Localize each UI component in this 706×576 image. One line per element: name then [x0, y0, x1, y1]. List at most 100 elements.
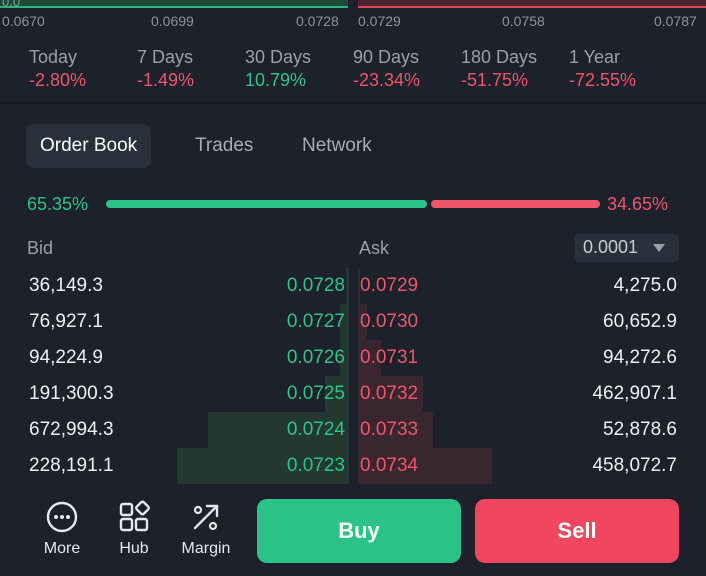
- ask-price: 0.0731: [360, 347, 419, 368]
- perf-label: 90 Days: [353, 47, 420, 67]
- bid-price: 0.0725: [286, 383, 345, 404]
- ask-depth-bar: [358, 340, 381, 376]
- tab-network[interactable]: Network: [302, 135, 372, 156]
- hub-icon: [119, 500, 150, 532]
- perf-value: -23.34%: [353, 70, 421, 90]
- bid-quantity: 76,927.1: [29, 311, 103, 332]
- perf-value: -1.49%: [137, 70, 195, 90]
- precision-value: 0.0001: [583, 237, 639, 257]
- nav-label: Hub: [119, 540, 149, 557]
- ask-quantity: 94,272.6: [603, 347, 677, 368]
- section-divider: [0, 102, 706, 104]
- depth-bid-area: [0, 0, 348, 6]
- bid-quantity: 94,224.9: [29, 347, 103, 368]
- perf-label: Today: [29, 47, 78, 67]
- nav-more[interactable]: More: [26, 494, 98, 564]
- ask-quantity: 60,652.9: [603, 311, 677, 332]
- ask-quantity: 52,878.6: [603, 419, 677, 440]
- bid-depth-bar: [325, 376, 349, 412]
- bid-depth-bar: [177, 448, 349, 484]
- order-book-row[interactable]: 36,149.3 0.0728 0.0729 4,275.0: [0, 268, 706, 304]
- ask-depth-bar: [358, 412, 433, 448]
- performance-summary: Today -2.80% 7 Days -1.49% 30 Days 10.79…: [0, 46, 706, 102]
- perf-90-days: 90 Days -23.34%: [353, 46, 420, 92]
- order-book-row[interactable]: 94,224.9 0.0726 0.0731 94,272.6: [0, 340, 706, 376]
- bid-ratio-bar: [106, 200, 427, 208]
- perf-180-days: 180 Days -51.75%: [461, 46, 537, 92]
- more-icon: [46, 501, 78, 533]
- order-book-row[interactable]: 76,927.1 0.0727 0.0730 60,652.9: [0, 304, 706, 340]
- bid-depth-bar: [208, 412, 349, 448]
- ask-ratio-percent: 34.65%: [607, 194, 669, 214]
- perf-30-days: 30 Days 10.79%: [245, 46, 311, 92]
- order-book: 36,149.3 0.0728 0.0729 4,275.0 76,927.1 0.072…: [0, 268, 706, 484]
- bid-price: 0.0728: [286, 275, 345, 296]
- depth-tick: 0.0699: [151, 13, 194, 29]
- perf-7-days: 7 Days -1.49%: [137, 46, 194, 92]
- depth-bid-line: [0, 6, 348, 8]
- order-book-row[interactable]: 672,994.3 0.0724 0.0733 52,878.6: [0, 412, 706, 448]
- ask-depth-bar: [358, 304, 367, 340]
- bid-price: 0.0724: [286, 419, 345, 440]
- depth-tick: 0.0729: [358, 13, 401, 29]
- bid-quantity: 672,994.3: [29, 419, 114, 440]
- perf-label: 180 Days: [461, 47, 538, 67]
- depth-chart: 0.0 0.0670 0.0699 0.0728 0.0729 0.0758 0…: [0, 0, 706, 36]
- depth-corner-label: 0.0: [2, 0, 21, 9]
- bid-depth-bar: [346, 268, 349, 304]
- depth-ask-line: [358, 6, 706, 8]
- buy-button[interactable]: Buy: [257, 499, 461, 563]
- perf-label: 7 Days: [137, 47, 194, 67]
- ask-price: 0.0730: [360, 311, 419, 332]
- bid-quantity: 36,149.3: [29, 275, 103, 296]
- tab-order-book[interactable]: Order Book: [26, 124, 152, 168]
- perf-value: -72.55%: [569, 70, 637, 90]
- bid-column-header: Bid: [27, 238, 54, 258]
- ask-depth-bar: [358, 376, 423, 412]
- order-book-row[interactable]: 191,300.3 0.0725 0.0732 462,907.1: [0, 376, 706, 412]
- order-book-row[interactable]: 228,191.1 0.0723 0.0734 458,072.7: [0, 448, 706, 484]
- depth-tick: 0.0758: [502, 13, 545, 29]
- bid-depth-bar: [340, 304, 349, 340]
- bid-depth-bar: [340, 340, 349, 376]
- margin-icon: [193, 504, 219, 531]
- perf-today: Today -2.80%: [29, 46, 86, 92]
- bid-quantity: 228,191.1: [29, 455, 114, 476]
- depth-tick: 0.0787: [654, 13, 697, 29]
- ask-price: 0.0733: [360, 419, 419, 440]
- perf-value: -2.80%: [29, 70, 87, 90]
- precision-select[interactable]: 0.0001: [575, 234, 679, 262]
- perf-label: 30 Days: [245, 47, 312, 67]
- ask-column-header: Ask: [359, 238, 390, 258]
- depth-tick: 0.0728: [296, 13, 339, 29]
- perf-value: 10.79%: [245, 70, 307, 90]
- nav-label: Margin: [181, 540, 231, 557]
- ask-quantity: 4,275.0: [613, 275, 677, 296]
- ask-ratio-bar: [431, 200, 600, 208]
- sell-button[interactable]: Sell: [475, 499, 679, 563]
- chevron-down-icon: [653, 244, 665, 252]
- bid-price: 0.0726: [286, 347, 345, 368]
- bid-price: 0.0723: [286, 455, 345, 476]
- bid-quantity: 191,300.3: [29, 383, 114, 404]
- ask-quantity: 458,072.7: [592, 455, 677, 476]
- depth-ask-area: [358, 0, 706, 6]
- tab-trades[interactable]: Trades: [195, 135, 254, 156]
- depth-tick: 0.0670: [2, 13, 45, 29]
- nav-hub[interactable]: Hub: [98, 494, 170, 564]
- bid-ask-ratio: 65.35% 34.65%: [0, 193, 706, 215]
- ask-price: 0.0734: [360, 455, 419, 476]
- ask-quantity: 462,907.1: [592, 383, 677, 404]
- ask-depth-bar: [358, 268, 360, 304]
- bid-price: 0.0727: [286, 311, 345, 332]
- bid-ratio-percent: 65.35%: [27, 194, 89, 214]
- ask-depth-bar: [358, 448, 492, 484]
- ask-price: 0.0732: [360, 383, 419, 404]
- ask-price: 0.0729: [360, 275, 419, 296]
- perf-1-year: 1 Year -72.55%: [569, 46, 636, 92]
- bottom-bar: More Hub Margin Buy Sell: [0, 494, 706, 576]
- perf-label: 1 Year: [569, 47, 621, 67]
- nav-margin[interactable]: Margin: [170, 494, 242, 564]
- perf-value: -51.75%: [461, 70, 529, 90]
- nav-label: More: [43, 540, 81, 557]
